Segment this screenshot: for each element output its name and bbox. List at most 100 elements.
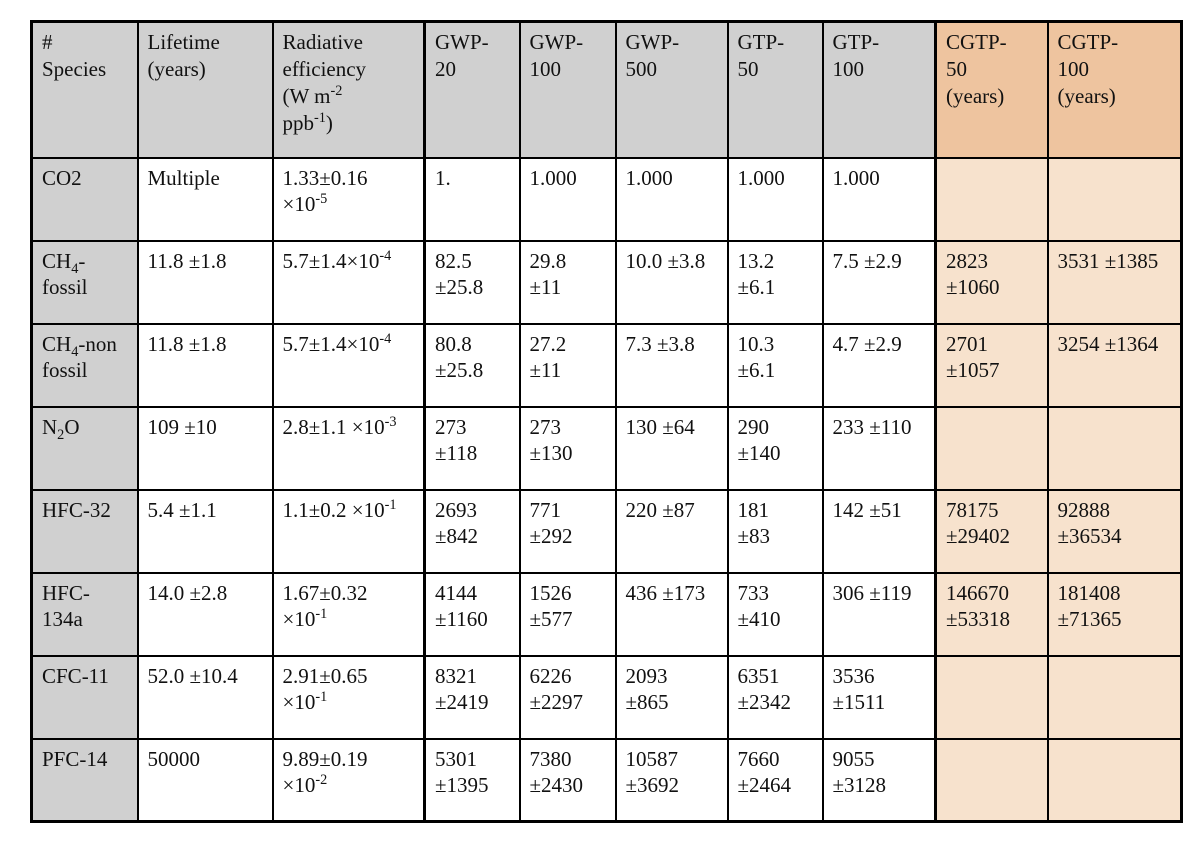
table-cell: 6226 ±2297 <box>518 654 617 740</box>
table-cell: 82.5 ±25.8 <box>423 239 521 325</box>
table-cell: 3531 ±1385 <box>1046 239 1183 325</box>
table-cell: 220 ±87 <box>614 488 729 574</box>
table-cell: 1.000 <box>614 156 729 242</box>
table-cell: 1526 ±577 <box>518 571 617 657</box>
column-header-lifetime: Lifetime (years) <box>136 20 274 159</box>
table-cell: 181408 ±71365 <box>1046 571 1183 657</box>
table-cell: 1. <box>423 156 521 242</box>
table-cell: 10.0 ±3.8 <box>614 239 729 325</box>
table-cell: 233 ±110 <box>821 405 937 491</box>
table-cell: 50000 <box>136 737 274 823</box>
table-cell: 5.4 ±1.1 <box>136 488 274 574</box>
column-header-species: # Species <box>30 20 139 159</box>
table-cell: 130 ±64 <box>614 405 729 491</box>
table-cell: 306 ±119 <box>821 571 937 657</box>
column-header-gtp-50: GTP- 50 <box>726 20 824 159</box>
row-label: CO2 <box>30 156 139 242</box>
row-label: CH4-non fossil <box>30 322 139 408</box>
table-cell: 7.3 ±3.8 <box>614 322 729 408</box>
table-cell: 1.000 <box>726 156 824 242</box>
table-cell: 8321 ±2419 <box>423 654 521 740</box>
table-cell: 6351 ±2342 <box>726 654 824 740</box>
row-label: CFC-11 <box>30 654 139 740</box>
table-cell <box>1046 156 1183 242</box>
table-cell: 290 ±140 <box>726 405 824 491</box>
table-cell: 9.89±0.19 ×10-2 <box>271 737 426 823</box>
table-cell: 4.7 ±2.9 <box>821 322 937 408</box>
table-cell: 9055 ±3128 <box>821 737 937 823</box>
table-cell: 29.8 ±11 <box>518 239 617 325</box>
table-cell: 14.0 ±2.8 <box>136 571 274 657</box>
table-row: N2O 109 ±10 2.8±1.1 ×10-3 273 ±118 273 ±130 130… <box>30 405 1183 491</box>
table-cell: 7380 ±2430 <box>518 737 617 823</box>
table-cell: 181 ±83 <box>726 488 824 574</box>
table-cell: 142 ±51 <box>821 488 937 574</box>
table-cell: 11.8 ±1.8 <box>136 322 274 408</box>
column-header-cgtp-50: CGTP- 50 (years) <box>934 20 1049 159</box>
table-cell: 146670 ±53318 <box>934 571 1049 657</box>
table-cell: 78175 ±29402 <box>934 488 1049 574</box>
table-cell <box>934 156 1049 242</box>
table-cell: Multiple <box>136 156 274 242</box>
table-row: CO2 Multiple 1.33±0.16 ×10-5 1. 1.000 1.000 1.0… <box>30 156 1183 242</box>
column-header-cgtp-100: CGTP- 100 (years) <box>1046 20 1183 159</box>
table-cell: 4144 ±1160 <box>423 571 521 657</box>
column-header-rad-eff: Radiative efficiency (W m-2 ppb-1) <box>271 20 426 159</box>
table-cell: 2701 ±1057 <box>934 322 1049 408</box>
table-cell: 7.5 ±2.9 <box>821 239 937 325</box>
table-cell <box>934 405 1049 491</box>
row-label: HFC-32 <box>30 488 139 574</box>
table-row: CFC-11 52.0 ±10.4 2.91±0.65 ×10-1 8321 ±2419 6… <box>30 654 1183 740</box>
header-row: # Species Lifetime (years) Radiative efficien… <box>30 20 1183 159</box>
table-cell: 5.7±1.4×10-4 <box>271 322 426 408</box>
table-row: HFC-32 5.4 ±1.1 1.1±0.2 ×10-1 2693 ±842 771 ±2… <box>30 488 1183 574</box>
column-header-gwp-100: GWP- 100 <box>518 20 617 159</box>
table-cell: 2093 ±865 <box>614 654 729 740</box>
table-cell: 3536 ±1511 <box>821 654 937 740</box>
table-cell <box>1046 737 1183 823</box>
table-cell: 3254 ±1364 <box>1046 322 1183 408</box>
table-cell: 10587 ±3692 <box>614 737 729 823</box>
ghg-emission-metrics-table: # Species Lifetime (years) Radiative efficien… <box>30 20 1183 823</box>
table-cell: 2.8±1.1 ×10-3 <box>271 405 426 491</box>
table-cell: 2.91±0.65 ×10-1 <box>271 654 426 740</box>
table-cell: 5.7±1.4×10-4 <box>271 239 426 325</box>
table-cell <box>1046 654 1183 740</box>
row-label: CH4- fossil <box>30 239 139 325</box>
table-cell: 1.000 <box>518 156 617 242</box>
table-row: CH4-non fossil 11.8 ±1.8 5.7±1.4×10-4 80.8 ±2… <box>30 322 1183 408</box>
table-cell <box>934 654 1049 740</box>
table-cell <box>1046 405 1183 491</box>
table-cell: 1.33±0.16 ×10-5 <box>271 156 426 242</box>
row-label: PFC-14 <box>30 737 139 823</box>
table-cell: 109 ±10 <box>136 405 274 491</box>
table-cell: 7660 ±2464 <box>726 737 824 823</box>
table-body: CO2 Multiple 1.33±0.16 ×10-5 1. 1.000 1.000 1.0… <box>30 156 1183 823</box>
table-cell: 771 ±292 <box>518 488 617 574</box>
table-cell: 92888 ±36534 <box>1046 488 1183 574</box>
table-cell: 52.0 ±10.4 <box>136 654 274 740</box>
row-label: HFC- 134a <box>30 571 139 657</box>
table-cell: 80.8 ±25.8 <box>423 322 521 408</box>
table-cell: 1.000 <box>821 156 937 242</box>
table-cell: 2823 ±1060 <box>934 239 1049 325</box>
table-cell: 10.3 ±6.1 <box>726 322 824 408</box>
table-cell: 13.2 ±6.1 <box>726 239 824 325</box>
table-row: CH4- fossil 11.8 ±1.8 5.7±1.4×10-4 82.5 ±25.8… <box>30 239 1183 325</box>
column-header-gwp-500: GWP- 500 <box>614 20 729 159</box>
table-cell: 273 ±130 <box>518 405 617 491</box>
table-cell: 1.1±0.2 ×10-1 <box>271 488 426 574</box>
row-label: N2O <box>30 405 139 491</box>
table-cell: 1.67±0.32 ×10-1 <box>271 571 426 657</box>
table-cell: 11.8 ±1.8 <box>136 239 274 325</box>
table-cell <box>934 737 1049 823</box>
table-cell: 27.2 ±11 <box>518 322 617 408</box>
table-cell: 2693 ±842 <box>423 488 521 574</box>
column-header-gwp-20: GWP- 20 <box>423 20 521 159</box>
column-header-gtp-100: GTP- 100 <box>821 20 937 159</box>
table-cell: 5301 ±1395 <box>423 737 521 823</box>
table-cell: 436 ±173 <box>614 571 729 657</box>
table-cell: 733 ±410 <box>726 571 824 657</box>
table-row: HFC- 134a 14.0 ±2.8 1.67±0.32 ×10-1 4144 ±1160… <box>30 571 1183 657</box>
table-row: PFC-14 50000 9.89±0.19 ×10-2 5301 ±1395 7380 ±2… <box>30 737 1183 823</box>
